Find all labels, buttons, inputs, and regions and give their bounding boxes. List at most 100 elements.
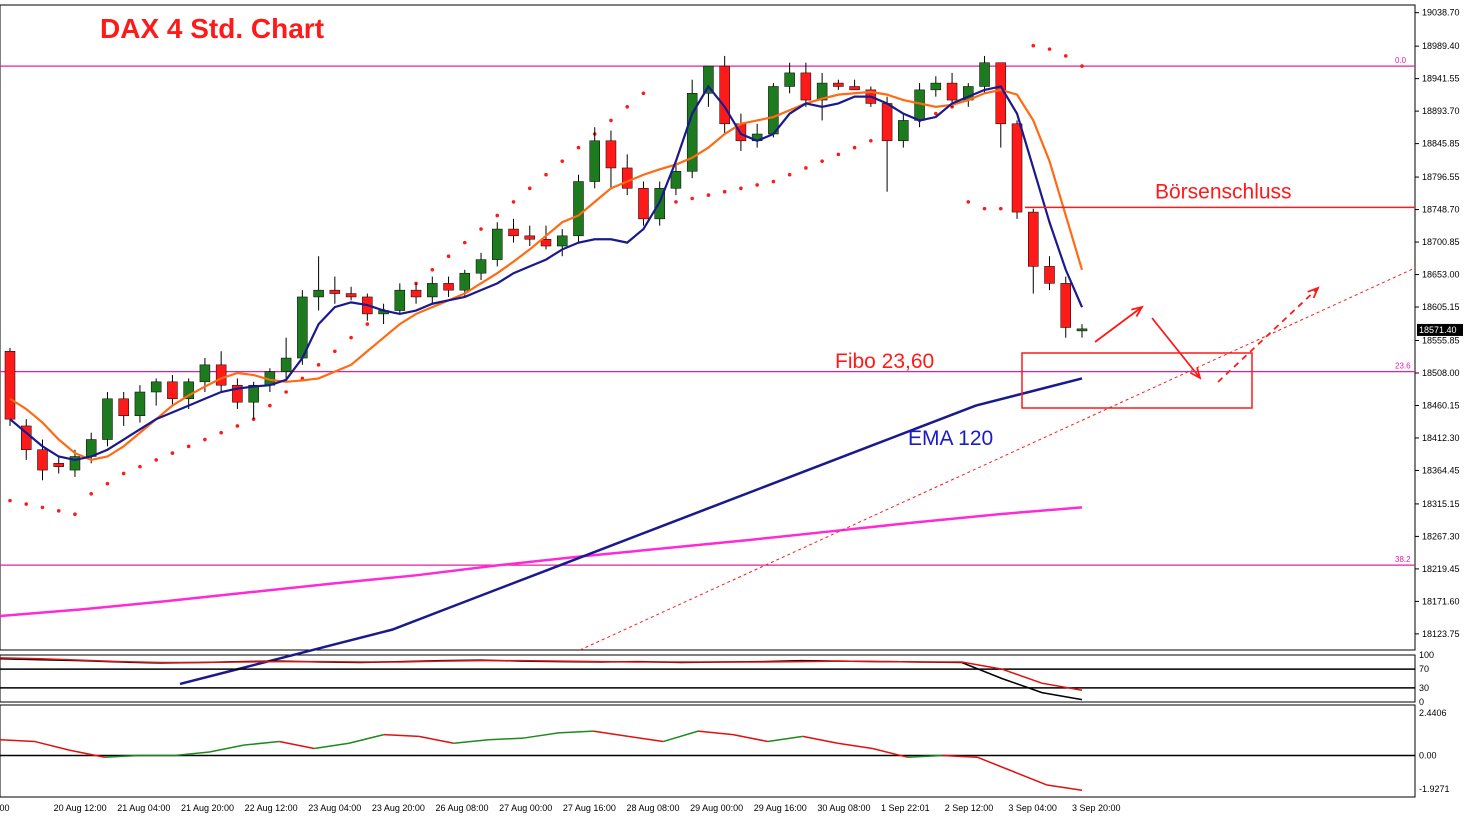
candle-body: [248, 384, 259, 403]
candle-body: [508, 228, 519, 237]
sar-dot: [8, 498, 12, 503]
candle-body: [784, 72, 795, 87]
sar-dot: [998, 206, 1003, 211]
arrow-up-1-head: [1131, 305, 1144, 317]
macd-panel-frame: [0, 704, 1416, 798]
candle-body: [621, 167, 633, 189]
macd-segment: [488, 737, 524, 741]
candle-body: [394, 289, 406, 311]
candle-body: [313, 289, 324, 298]
fibo-label: Fibo 23,60: [835, 350, 934, 373]
candle-body: [1011, 123, 1023, 213]
candle-body: [183, 381, 194, 400]
sar-dot: [820, 159, 824, 163]
macd-segment: [1011, 770, 1048, 786]
sar-dot: [674, 200, 678, 204]
price-tick-label: 18989.40: [1422, 41, 1460, 51]
sar-dot: [787, 172, 792, 177]
candle-body: [930, 82, 942, 91]
macd-segment: [314, 742, 350, 750]
sar-dot: [365, 322, 370, 326]
candle-body: [443, 283, 454, 291]
macd-segment: [453, 739, 489, 745]
time-tick-label: 23 Aug 20:00: [372, 803, 425, 813]
macd-segment: [767, 735, 803, 743]
sar-dot: [836, 152, 841, 157]
macd-segment: [697, 730, 734, 736]
macd-segment: [418, 735, 454, 745]
arrow-down-head: [1189, 367, 1202, 380]
sar-dot: [1063, 54, 1068, 58]
candle-body: [134, 391, 146, 417]
sar-dot: [1031, 43, 1036, 48]
macd-segment: [593, 730, 629, 738]
candle-body: [556, 235, 568, 247]
price-tick-label: 18941.55: [1422, 74, 1460, 84]
time-tick-label: 28 Aug 08:00: [626, 803, 679, 813]
macd-segment: [1046, 784, 1083, 792]
sar-dot: [722, 189, 727, 194]
macd-tick-label: 2.4406: [1419, 708, 1447, 718]
macd-segment: [977, 756, 1013, 772]
candle-body: [150, 381, 162, 393]
fibo-tag-label: 38.2: [1395, 555, 1411, 564]
candle-body: [670, 171, 682, 189]
time-tick-label: 3 Sep 04:00: [1008, 803, 1057, 813]
arrow-up-1: [1094, 306, 1143, 343]
stoch-tick-label: 30: [1419, 683, 1429, 693]
candle-body: [199, 364, 211, 383]
time-tick-label: 30 Aug 08:00: [817, 803, 870, 813]
macd-segment: [174, 751, 210, 757]
sar-dot: [203, 437, 207, 442]
candle-body: [898, 120, 909, 142]
macd-segment: [244, 740, 280, 746]
price-tick-label: 19038.70: [1422, 8, 1460, 18]
sar-dot: [869, 138, 873, 143]
chart-title: DAX 4 Std. Chart: [100, 13, 324, 44]
time-tick-label: 27 Aug 00:00: [499, 803, 552, 813]
price-tick-label: 18893.70: [1422, 106, 1460, 116]
sar-dot: [56, 509, 61, 513]
sar-dot: [316, 363, 321, 367]
time-tick-label: 2 Sep 12:00: [945, 803, 994, 813]
sar-dot: [625, 105, 630, 109]
price-tick-label: 18845.85: [1422, 139, 1460, 149]
macd-tick-label: 0.00: [1419, 750, 1437, 760]
current-price-box: [1417, 323, 1463, 336]
sar-dot: [527, 186, 532, 191]
macd-segment: [523, 732, 559, 739]
sar-dot: [446, 254, 451, 259]
candle-body: [979, 62, 990, 87]
price-tick-label: 18267.30: [1422, 531, 1460, 541]
macd-segment: [907, 754, 943, 758]
candle-body: [540, 238, 552, 247]
candle-body: [1028, 211, 1039, 267]
macd-segment: [732, 733, 769, 743]
macd-segment: [837, 742, 873, 750]
stoch-tick-label: 100: [1419, 650, 1434, 660]
candle-body: [816, 82, 828, 101]
sar-dot: [771, 179, 776, 184]
sar-dot: [690, 196, 694, 201]
candle-body: [167, 381, 178, 400]
candle-body: [427, 283, 438, 298]
price-tick-label: 18315.15: [1422, 499, 1460, 509]
arrow-up-dashed: [1217, 287, 1319, 383]
time-tick-label: 20 Aug 12:00: [54, 803, 107, 813]
candle-body: [605, 140, 617, 169]
macd-segment: [628, 735, 664, 743]
price-tick-label: 18460.15: [1422, 400, 1460, 410]
trend-line: [579, 267, 1416, 651]
macd-segment: [279, 740, 315, 750]
sar-dot: [609, 118, 613, 123]
sar-dot: [755, 183, 759, 187]
macd-segment: [348, 733, 385, 745]
candle-body: [800, 72, 812, 101]
sar-dot: [544, 172, 548, 177]
sar-dot: [121, 471, 126, 476]
macd-segment: [104, 754, 140, 758]
macd-segment: [209, 744, 245, 753]
sar-dot: [560, 159, 565, 163]
candle-body: [1044, 266, 1055, 284]
